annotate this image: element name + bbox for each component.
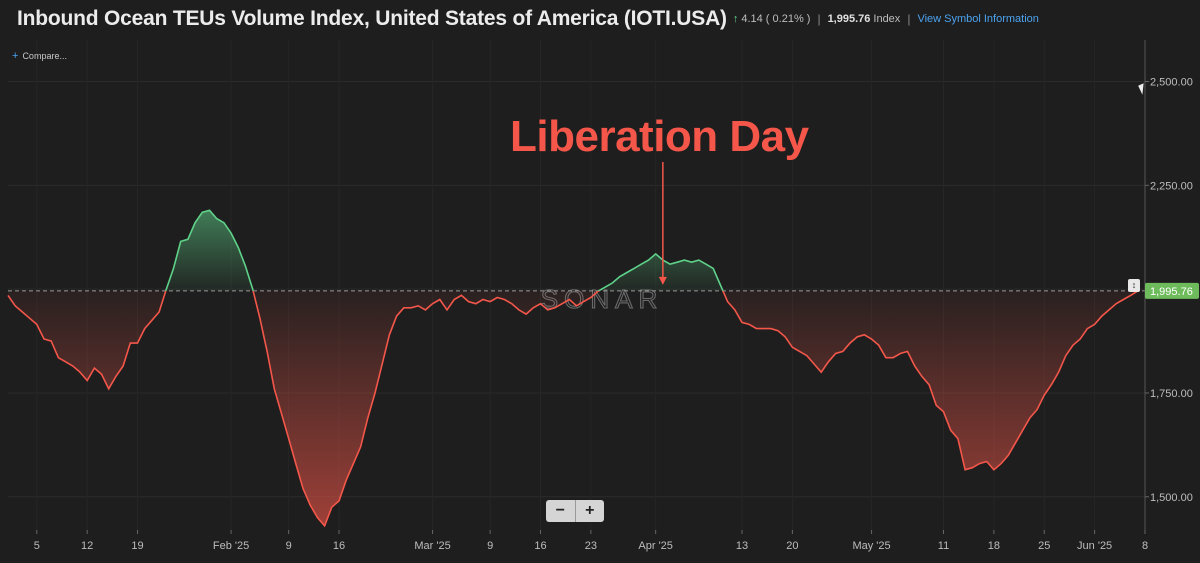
- change-value: 4.14 ( 0.21% ): [741, 13, 811, 25]
- x-tick-label: 8: [1142, 540, 1148, 552]
- separator: |: [817, 12, 821, 26]
- crosshair-handle-icon[interactable]: ↕: [1128, 279, 1140, 292]
- x-tick-label: 9: [286, 540, 292, 552]
- area-below-baseline: [8, 290, 1138, 526]
- unit-label: Index: [873, 13, 901, 25]
- y-tick-label: 1,500.00: [1150, 492, 1193, 504]
- plus-icon: +: [12, 50, 19, 62]
- x-tick-label: May '25: [852, 540, 890, 552]
- zoom-out-button[interactable]: −: [546, 500, 576, 522]
- x-tick-label: Jun '25: [1077, 540, 1112, 552]
- area-above-baseline: [8, 210, 1138, 291]
- chart-title: Inbound Ocean TEUs Volume Index, United …: [17, 7, 727, 30]
- last-price-label: 1,995.76: [1145, 282, 1199, 299]
- annotation-arrow: [658, 162, 667, 285]
- view-symbol-info-link[interactable]: View Symbol Information: [917, 13, 1039, 25]
- series-line-below: [7, 290, 1139, 528]
- x-tick-label: Apr '25: [638, 540, 673, 552]
- compare-button[interactable]: + Compare...: [12, 50, 67, 62]
- x-tick-label: 19: [131, 540, 143, 552]
- chart-header: Inbound Ocean TEUs Volume Index, United …: [0, 0, 1200, 38]
- annotation-label: Liberation Day: [510, 112, 809, 161]
- x-tick-label: 18: [988, 540, 1000, 552]
- x-tick-label: 16: [333, 540, 345, 552]
- x-tick-label: 5: [34, 540, 40, 552]
- series-line: [7, 209, 1139, 528]
- x-tick-label: 11: [938, 540, 949, 552]
- y-tick-label: 1,750.00: [1150, 388, 1193, 400]
- x-tick-label: 9: [487, 540, 493, 552]
- y-tick-label: 2,250.00: [1150, 180, 1193, 192]
- compare-label: Compare...: [22, 51, 67, 61]
- y-axis: 1,500.00 1,750.00 2,250.00 2,500.00: [1145, 77, 1193, 504]
- x-tick-label: 23: [585, 540, 597, 552]
- zoom-controls: − +: [546, 500, 604, 522]
- last-value: 1,995.76: [827, 13, 871, 25]
- grid: [8, 40, 1146, 530]
- x-tick-label: 20: [786, 540, 798, 552]
- last-price-text: 1,995.76: [1150, 286, 1193, 298]
- up-arrow-icon: ↑: [732, 13, 739, 25]
- x-tick-label: Mar '25: [414, 540, 450, 552]
- y-tick-label: 2,500.00: [1150, 77, 1193, 89]
- x-tick-label: Feb '25: [213, 540, 249, 552]
- area-fill: [8, 210, 1138, 526]
- zoom-in-button[interactable]: +: [585, 502, 595, 519]
- x-tick-label: 13: [736, 540, 748, 552]
- annotation-arrow-head: [658, 276, 667, 285]
- series-line-above: [164, 209, 1138, 291]
- x-tick-label: 25: [1038, 540, 1050, 552]
- x-tick-label: 12: [81, 540, 93, 552]
- x-axis: 5 12 19 Feb '25 9 16 Mar '25 9 16 23 Apr '25 13 20 Ma…: [34, 530, 1148, 552]
- x-tick-label: 16: [534, 540, 546, 552]
- separator: |: [907, 12, 911, 26]
